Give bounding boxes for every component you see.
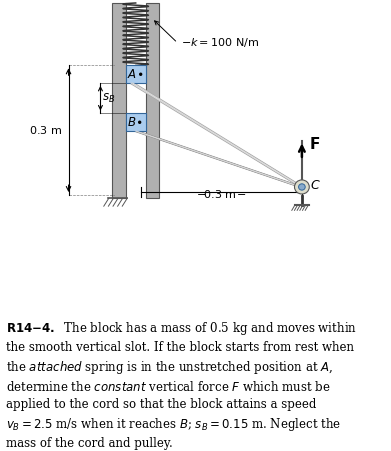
Text: $0.3\ \mathrm{m}$: $0.3\ \mathrm{m}$ [29, 124, 62, 136]
Text: $A\!\bullet$: $A\!\bullet$ [127, 68, 144, 81]
Bar [146, 3, 159, 198]
Text: $C$: $C$ [310, 179, 321, 192]
Bar [126, 65, 146, 83]
Text: $B\!\bullet$: $B\!\bullet$ [127, 115, 143, 129]
Text: $s_B$: $s_B$ [102, 92, 115, 105]
Text: $-k = 100\ \mathrm{N/m}$: $-k = 100\ \mathrm{N/m}$ [181, 37, 259, 50]
Text: $\mathbf{F}$: $\mathbf{F}$ [309, 136, 320, 152]
Text: $\mathbf{R14{-}4.}$  The block has a mass of 0.5 kg and moves within
the smooth : $\mathbf{R14{-}4.}$ The block has a mass… [6, 320, 357, 450]
Bar [112, 3, 126, 198]
Circle shape [294, 180, 309, 194]
Circle shape [299, 184, 305, 190]
Bar [126, 113, 146, 131]
Text: $-\!0.3\ \mathrm{m}\!-$: $-\!0.3\ \mathrm{m}\!-$ [196, 188, 246, 200]
